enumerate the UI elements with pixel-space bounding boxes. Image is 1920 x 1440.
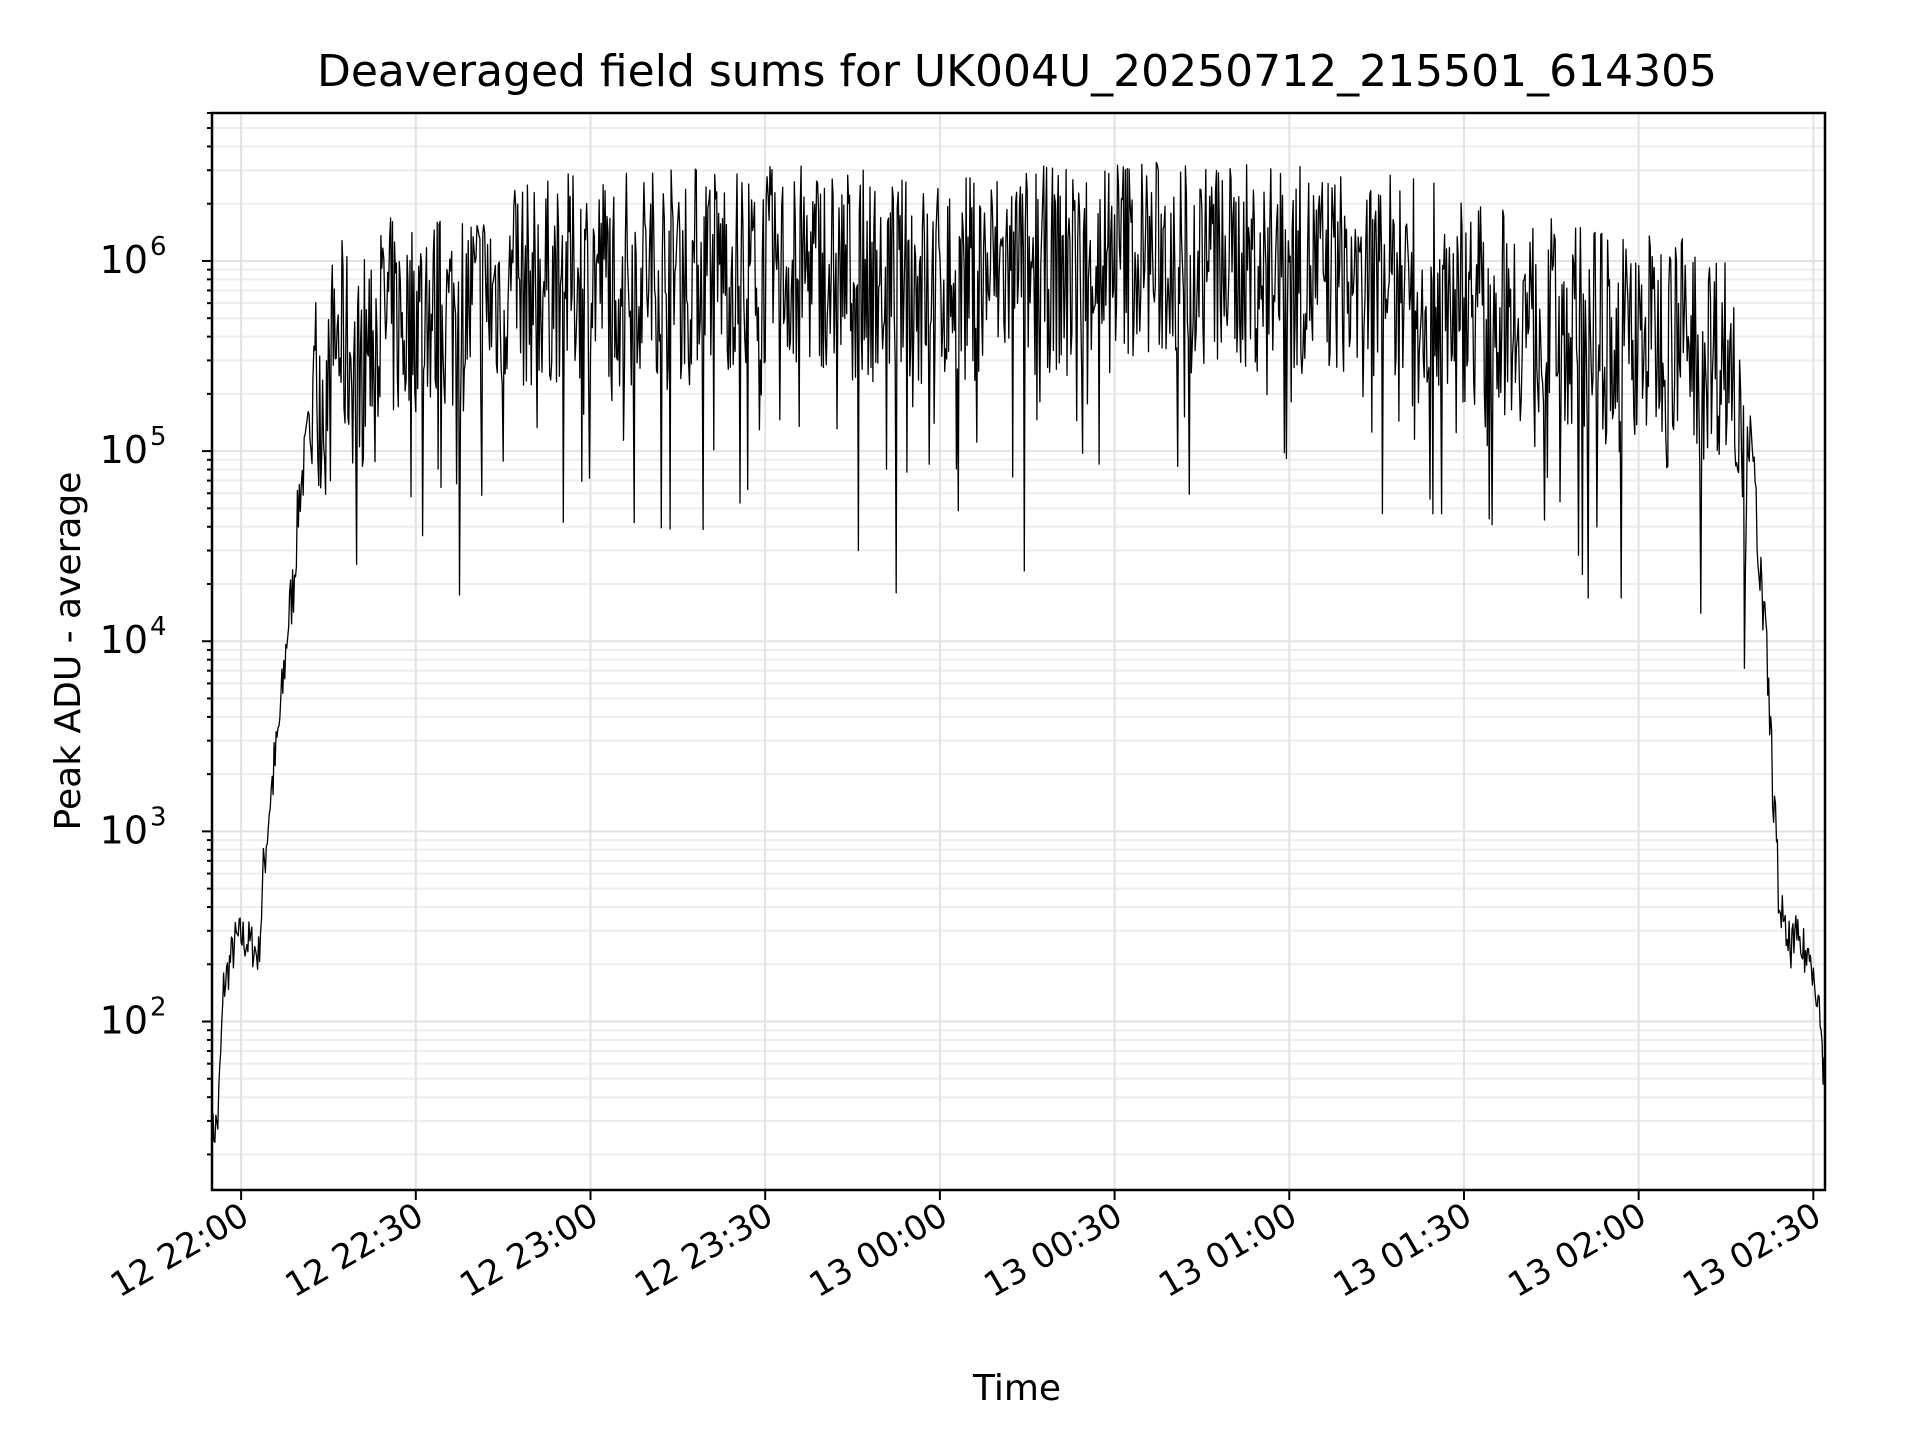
y-tick-label: 10	[100, 618, 148, 662]
y-tick-exponent: 2	[150, 993, 167, 1023]
y-tick-exponent: 6	[150, 232, 167, 262]
y-axis-label: Peak ADU - average	[48, 472, 89, 831]
y-tick-exponent: 4	[150, 612, 167, 642]
x-tick-label: 12 22:30	[279, 1195, 431, 1306]
series-layer	[211, 161, 1826, 1160]
y-tick-label: 10	[100, 428, 148, 472]
series-line	[211, 161, 1826, 1160]
x-tick-label: 13 00:00	[803, 1195, 955, 1306]
plot-frame	[210, 111, 1827, 1192]
x-tick-label: 12 22:00	[104, 1195, 256, 1306]
chart-title: Deaveraged field sums for UK004U_2025071…	[317, 46, 1717, 97]
x-tick-label: 13 00:30	[977, 1195, 1129, 1306]
x-axis: 12 22:00 12 22:30 12 23:00 12 23:30 13 00:00…	[104, 1190, 1828, 1306]
x-tick-label: 12 23:00	[453, 1195, 605, 1306]
y-tick-label: 10	[100, 808, 148, 852]
y-tick-label: 10	[100, 238, 148, 282]
y-tick-exponent: 3	[150, 802, 167, 832]
x-axis-label: Time	[972, 1368, 1061, 1409]
x-tick-label: 13 01:30	[1327, 1195, 1479, 1306]
x-tick-label: 13 02:30	[1676, 1195, 1828, 1306]
y-tick-exponent: 5	[150, 422, 167, 452]
x-tick-label: 13 02:00	[1501, 1195, 1653, 1306]
x-tick-label: 12 23:30	[628, 1195, 780, 1306]
y-tick-label: 10	[100, 999, 148, 1043]
x-tick-label: 13 01:00	[1152, 1195, 1304, 1306]
